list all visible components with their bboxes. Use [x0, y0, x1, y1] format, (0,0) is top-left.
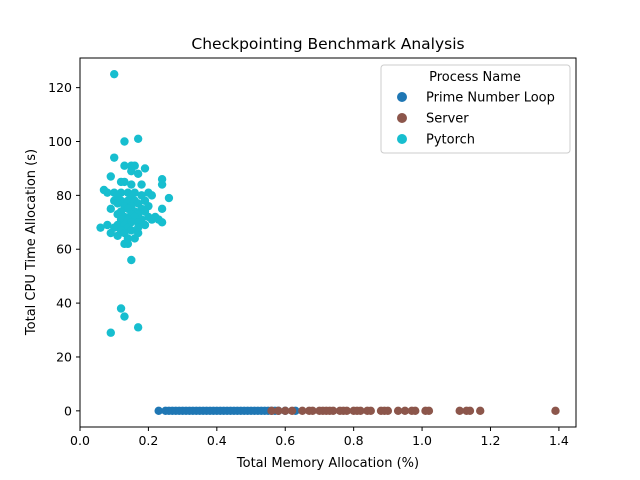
data-point — [106, 172, 115, 181]
data-point — [328, 406, 338, 416]
data-point — [267, 406, 276, 416]
data-point — [133, 323, 143, 332]
axes-frame — [79, 57, 577, 428]
data-point — [106, 204, 115, 214]
y-tick-label: 0 — [64, 403, 72, 418]
data-point — [110, 69, 119, 79]
data-point — [140, 164, 150, 173]
data-point — [551, 406, 560, 416]
data-point — [133, 169, 143, 179]
data-point — [123, 239, 133, 249]
x-axis: 0.0 0.2 0.4 0.6 0.8 1.0 1.2 1.4 — [70, 427, 569, 448]
data-point — [130, 234, 139, 243]
y-axis-label: Total CPU Time Allocation (s) — [24, 149, 39, 336]
data-point — [127, 255, 136, 265]
chart-title: Checkpointing Benchmark Analysis — [191, 35, 464, 53]
data-point — [96, 223, 105, 232]
data-point — [281, 406, 290, 416]
y-axis: 0 20 40 60 80 100 120 — [48, 80, 80, 418]
legend-marker — [397, 92, 407, 102]
data-point — [106, 328, 115, 337]
legend-frame — [380, 64, 571, 154]
data-point — [164, 193, 174, 203]
series-server — [267, 406, 560, 416]
series-pytorch — [96, 69, 174, 337]
y-tick-label: 60 — [56, 242, 72, 257]
legend-marker — [397, 134, 407, 144]
data-point — [157, 180, 167, 189]
x-tick-label: 1.2 — [481, 433, 501, 448]
data-point — [106, 228, 115, 238]
data-point — [103, 188, 112, 197]
data-point — [120, 177, 129, 187]
data-point — [287, 406, 297, 416]
data-point — [147, 215, 157, 224]
data-point — [157, 218, 167, 227]
legend-label: Server — [426, 112, 469, 127]
data-point — [356, 406, 365, 416]
data-point — [127, 166, 136, 176]
data-point — [455, 406, 464, 416]
y-tick-label: 40 — [56, 296, 72, 311]
data-point — [308, 406, 317, 416]
data-point — [342, 406, 352, 416]
legend-label: Prime Number Loop — [426, 91, 555, 106]
data-point — [383, 406, 393, 416]
data-point — [400, 406, 410, 416]
data-point — [127, 226, 136, 235]
x-axis-label: Total Memory Allocation (%) — [236, 456, 419, 471]
data-point — [465, 406, 475, 416]
legend-title: Process Name — [429, 70, 521, 85]
x-tick-label: 1.4 — [549, 433, 569, 448]
data-point — [393, 406, 403, 416]
x-tick-label: 0.8 — [344, 433, 364, 448]
x-tick-label: 0.2 — [138, 433, 158, 448]
y-tick-label: 20 — [56, 349, 72, 364]
plot-area — [96, 69, 560, 416]
data-point — [157, 204, 167, 214]
data-point — [411, 406, 420, 416]
data-point — [137, 180, 146, 189]
data-point — [113, 199, 122, 208]
data-point — [110, 153, 119, 162]
data-point — [147, 191, 157, 200]
data-point — [116, 304, 126, 313]
x-tick-label: 0.4 — [207, 433, 227, 448]
data-point — [133, 134, 143, 144]
legend: Process Name Prime Number Loop Server Pyto… — [380, 64, 571, 154]
data-point — [154, 406, 163, 416]
x-tick-label: 0.0 — [70, 433, 90, 448]
data-point — [103, 220, 112, 230]
data-point — [113, 231, 122, 240]
data-point — [120, 137, 129, 146]
data-point — [120, 312, 129, 321]
data-point — [424, 406, 434, 416]
x-tick-label: 0.6 — [275, 433, 295, 448]
y-tick-label: 100 — [48, 134, 72, 149]
y-tick-label: 120 — [48, 80, 72, 95]
data-point — [298, 406, 307, 416]
data-point — [476, 406, 485, 416]
legend-label: Pytorch — [426, 133, 475, 148]
data-point — [127, 180, 136, 189]
legend-marker — [397, 113, 407, 123]
data-point — [120, 161, 129, 170]
data-point — [366, 406, 375, 416]
x-tick-label: 1.0 — [412, 433, 432, 448]
data-point — [274, 406, 283, 416]
data-point — [140, 220, 150, 230]
y-tick-label: 80 — [56, 188, 72, 203]
